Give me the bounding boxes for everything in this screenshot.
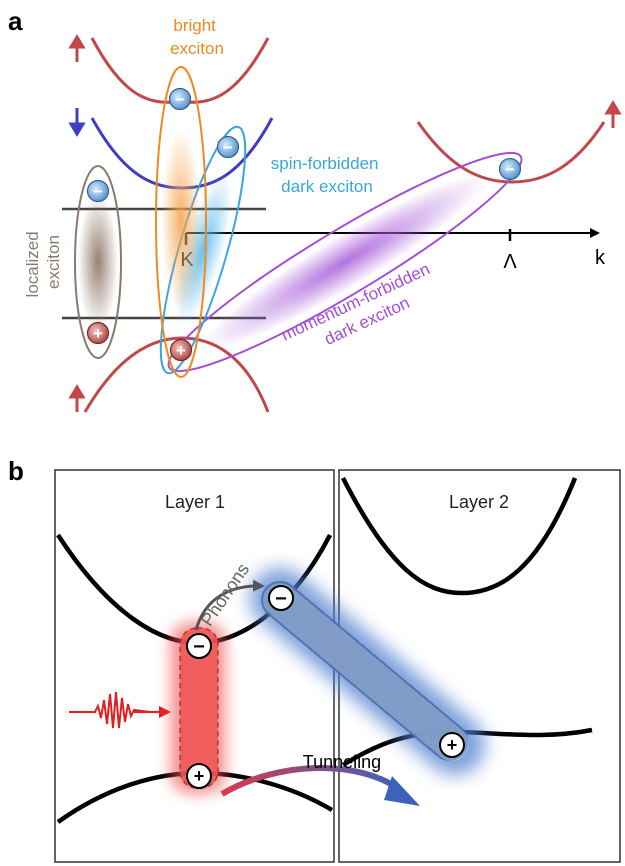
- hole-K: +: [169, 338, 193, 362]
- momentum-forbidden-exciton: [167, 151, 523, 373]
- localized-exciton-label: localized exciton: [23, 227, 63, 298]
- intralayer-exciton: [170, 622, 226, 794]
- phonons-label: Phonons: [197, 560, 253, 630]
- bright-exciton-label: bright exciton: [170, 16, 224, 58]
- hole-localized-sign: +: [93, 324, 103, 343]
- panel-a-letter: a: [8, 6, 23, 36]
- valence-band-K: [83, 336, 270, 413]
- k-axis-label: k: [595, 247, 606, 269]
- hole-localized: +: [86, 321, 110, 345]
- hole-layer2: +: [439, 732, 465, 758]
- spin-up-arrow-bottom: [68, 384, 86, 412]
- bright-label-line2: exciton: [170, 39, 224, 58]
- layer-2-label: Layer 2: [449, 492, 509, 512]
- electron-localized-sign: −: [93, 182, 103, 201]
- panel-b-letter: b: [8, 456, 24, 486]
- electron-spin-forbidden: −: [216, 135, 240, 159]
- electron-momentum-sign: −: [505, 160, 515, 179]
- hole-layer2-sign: +: [447, 735, 458, 755]
- optical-pulse-wave: [69, 691, 151, 729]
- spin-up-arrow-top: [68, 34, 86, 62]
- spin-up-arrow-lambda: [604, 100, 622, 128]
- tunneling-arrow-head: [384, 776, 420, 806]
- hole-layer1-sign: +: [194, 766, 205, 786]
- phonons-arrow: [194, 579, 265, 631]
- bright-exciton-cloud: [161, 128, 201, 312]
- bright-label-line1: bright: [173, 16, 216, 35]
- localized-exciton-outline: [74, 165, 122, 359]
- localized-label-line2: exciton: [44, 235, 63, 289]
- tunneling-label: Tunneling: [303, 752, 381, 772]
- conduction-band-lambda: [416, 121, 606, 184]
- panel-a: a K Λ k: [8, 6, 622, 413]
- electron-momentum: −: [498, 157, 522, 181]
- momentum-exciton-outline: [167, 151, 523, 373]
- panel-b: b Layer 1 Layer 2 Phonons: [8, 456, 621, 863]
- intralayer-exciton-outline: [179, 627, 219, 789]
- layer2-conduction-band: [340, 476, 578, 596]
- bright-exciton-outline: [155, 66, 207, 378]
- spin-label-line2: dark exciton: [281, 177, 373, 196]
- tunneling-arrow: [220, 765, 402, 797]
- intralayer-exciton-core: [180, 628, 218, 788]
- interlayer-exciton-inner: [263, 583, 469, 761]
- localized-label-line1: localized: [23, 231, 42, 297]
- electron-spin-sign: −: [223, 138, 233, 157]
- spin-label-line1: spin-forbidden: [271, 154, 379, 173]
- layer-1-label: Layer 1: [165, 492, 225, 512]
- interlayer-exciton-outline: [261, 581, 471, 763]
- electron-layer1: −: [186, 633, 212, 659]
- hole-layer1: +: [186, 763, 212, 789]
- electron-localized: −: [86, 179, 110, 203]
- electron-layer1-sign: −: [193, 636, 205, 658]
- electron-bright: −: [168, 87, 192, 111]
- interlayer-exciton: [250, 568, 485, 775]
- hole-K-sign: +: [176, 341, 186, 360]
- momentum-exciton-cloud: [202, 174, 488, 350]
- localized-exciton-cloud: [78, 194, 118, 330]
- optical-pulse-icon: [69, 691, 171, 729]
- spin-down-arrow: [68, 108, 86, 137]
- electron-layer2-sign: −: [275, 588, 287, 610]
- lambda-point-label: Λ: [503, 251, 517, 273]
- electron-layer2: −: [268, 585, 294, 611]
- electron-bright-sign: −: [175, 90, 185, 109]
- spin-forbidden-label: spin-forbidden dark exciton: [271, 154, 383, 196]
